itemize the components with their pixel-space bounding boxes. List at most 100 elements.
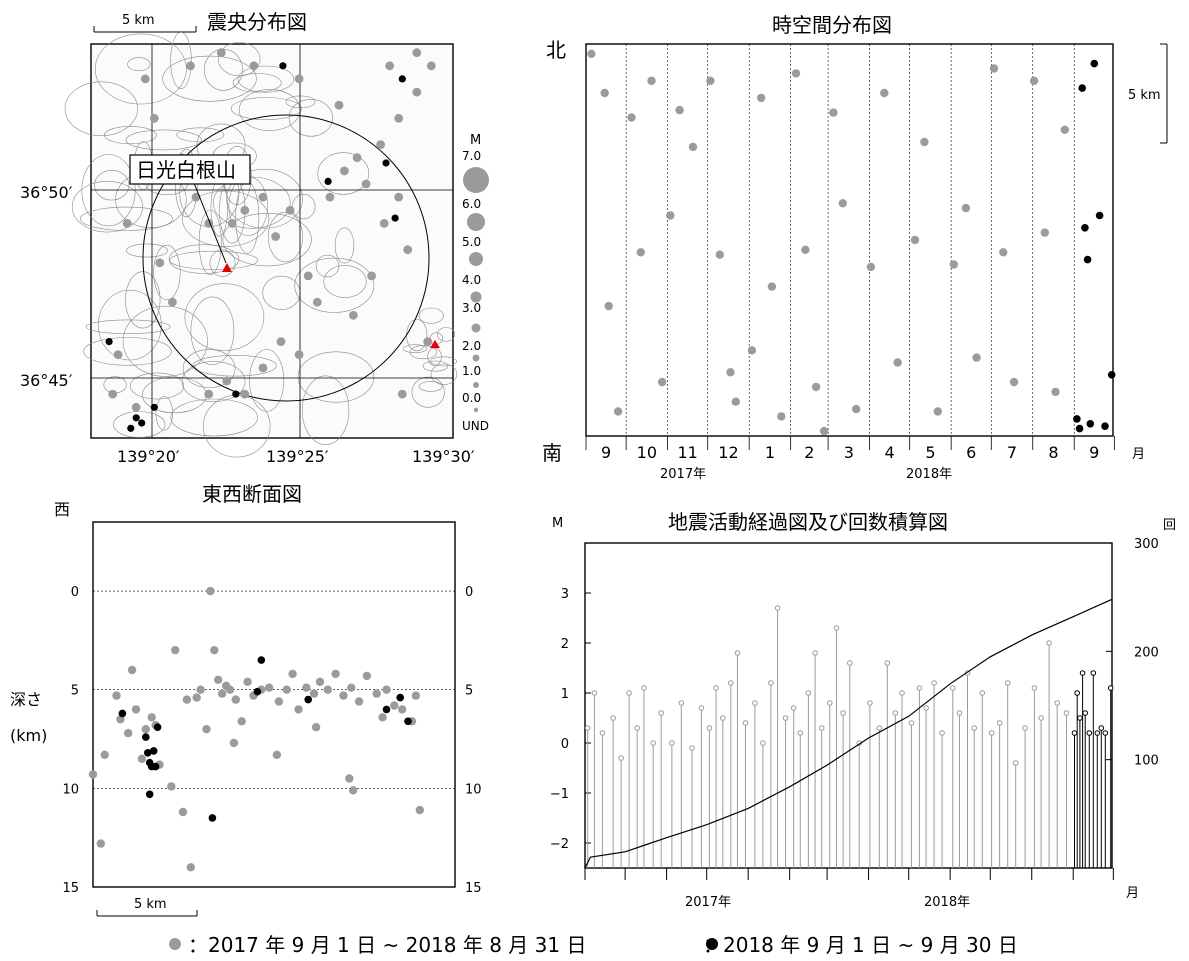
contour-line <box>430 363 458 385</box>
recent-event-dot <box>1078 84 1086 92</box>
volcano-triangle-icon <box>222 263 232 272</box>
contour-line <box>213 176 291 229</box>
depth-tick-left: 0 <box>71 585 79 600</box>
event-dot <box>880 88 889 98</box>
year-label: 2018年 <box>906 467 952 482</box>
m-tick-label: 3 <box>561 587 569 602</box>
legend-mag-label: UND <box>462 419 489 433</box>
recent-epicenter-dot <box>232 390 240 398</box>
contour-line <box>402 344 428 354</box>
magnitude-head <box>669 740 675 746</box>
magnitude-head <box>988 730 995 736</box>
event-dot <box>706 76 715 86</box>
event-dot <box>647 76 656 86</box>
timeline-panel: 地震活動経過図及び回数積算図 M 回 3 2 1 0 −1 −2 300 200 100 201… <box>550 510 1176 910</box>
contour-line <box>170 398 258 437</box>
map-grid-lines <box>91 44 453 438</box>
depth-dot <box>229 738 239 748</box>
month-label: 12 <box>718 443 738 462</box>
depth-dot <box>116 715 125 724</box>
legend-circle <box>472 354 480 362</box>
recent-depth-dot <box>151 762 160 771</box>
depth-dot <box>186 863 195 872</box>
magnitude-head <box>734 650 741 656</box>
magnitude-head <box>1046 640 1052 646</box>
depth-dot <box>171 646 180 655</box>
map-frame <box>90 43 454 439</box>
recent-epicenter-dot <box>382 159 390 167</box>
cross-section-title: 東西断面図 <box>202 482 302 506</box>
event-dot <box>1029 76 1039 86</box>
legend-circle <box>469 252 483 266</box>
depth-dot <box>382 685 391 694</box>
depth-tick-right: 10 <box>465 782 482 797</box>
magnitude-head <box>884 660 891 666</box>
depth-dot <box>178 807 188 817</box>
recent-magnitude-head <box>1102 730 1109 736</box>
depth-dot <box>390 701 399 710</box>
recent-magnitude-head <box>1071 730 1078 736</box>
magnitude-head <box>641 685 647 691</box>
event-dot <box>747 346 757 355</box>
cs-scale-label: 5 km <box>134 897 167 912</box>
depth-dot <box>202 725 211 734</box>
recent-event-dot <box>1081 224 1089 232</box>
depth-dot <box>206 586 215 596</box>
event-dot <box>852 404 861 414</box>
cross-section-frame <box>92 521 456 888</box>
epicenter-dot <box>271 232 280 241</box>
recent-epicenter-dot <box>391 214 399 222</box>
depth-dot <box>411 691 421 700</box>
magnitude-head <box>1031 685 1038 691</box>
spacetime-frame <box>585 43 1114 437</box>
contour-line <box>94 170 130 201</box>
event-dot <box>819 426 829 436</box>
contour-line <box>232 73 282 93</box>
contour-line <box>198 209 222 276</box>
month-label: 9 <box>1089 443 1099 462</box>
month-label: 6 <box>966 443 976 462</box>
contour-line <box>113 411 166 438</box>
contour-line <box>162 55 257 102</box>
magnitude-head <box>599 730 606 736</box>
month-label: 4 <box>885 443 895 462</box>
epicenter-dot <box>222 376 232 386</box>
map-scale-label: 5 km <box>122 13 155 28</box>
epicenter-dot <box>426 61 436 71</box>
event-dot <box>961 203 971 213</box>
depth-dot <box>323 685 332 694</box>
recent-depth-dot <box>149 747 158 755</box>
epicenter-dot <box>204 389 214 399</box>
depth-dot <box>272 750 282 759</box>
epicenter-dot <box>312 297 322 307</box>
recent-magnitude-head <box>1090 670 1097 676</box>
recent-epicenter-dot <box>127 424 135 432</box>
recent-event-dot <box>1095 211 1104 220</box>
contour-line <box>437 327 456 342</box>
volcano-label-box <box>129 154 251 185</box>
recent-depth-dot <box>145 790 154 799</box>
legend-mag-label: 2.0 <box>462 339 481 353</box>
epicenter-dot <box>186 61 195 71</box>
epicenter-dot <box>155 258 165 268</box>
month-label: 1 <box>765 443 775 462</box>
contour-line <box>294 257 375 313</box>
magnitude-head <box>1038 715 1044 721</box>
epicenter-dots <box>105 48 436 432</box>
magnitude-head <box>956 710 963 716</box>
depth-dot <box>264 683 274 692</box>
contour-line <box>168 244 240 274</box>
magnitude-head <box>805 690 812 696</box>
contour-line <box>71 181 143 233</box>
cs-scale-bar: 5 km <box>96 897 198 917</box>
magnitude-head <box>618 755 624 761</box>
magnitude-head <box>827 700 833 706</box>
contour-line <box>418 381 443 392</box>
epicenter-map-panel: 震央分布図 5 km 日光白根山 36°50′ 36°45′ 139°20′ 1… <box>20 10 475 466</box>
legend-mag-label: 5.0 <box>462 235 481 249</box>
contour-lines <box>64 31 458 458</box>
recent-depth-dot <box>257 656 266 664</box>
recent-epicenter-dot <box>132 414 140 422</box>
magnitude-head <box>626 690 632 696</box>
magnitude-head <box>634 725 641 731</box>
